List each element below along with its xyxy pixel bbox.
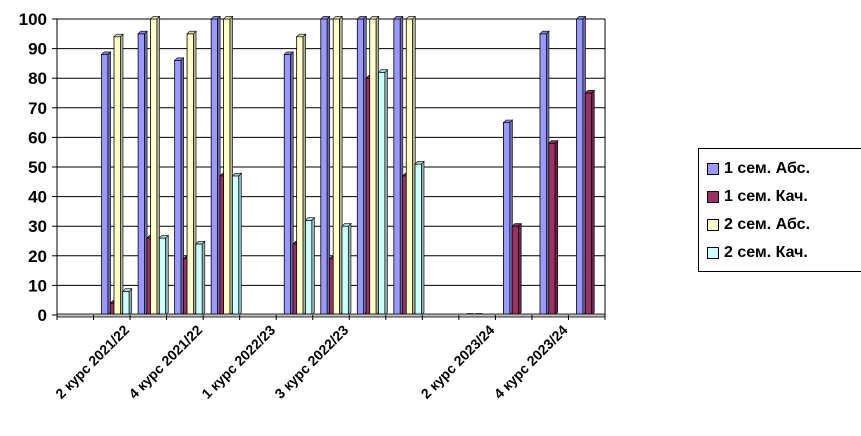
bar: [502, 119, 514, 316]
bar: [414, 160, 425, 316]
bar: [222, 15, 234, 316]
y-tick-label: 70: [28, 99, 47, 118]
x-axis-floor: [56, 313, 606, 318]
x-tick-label: 1 курс 2022/23: [198, 322, 278, 402]
legend: 1 сем. Абс. 1 сем. Кач. 2 сем. Абс. 2 сем. …: [698, 148, 861, 272]
bar: [369, 15, 380, 316]
y-tick-label: 20: [28, 247, 47, 266]
legend-item: 2 сем. Кач.: [707, 239, 861, 267]
legend-swatch: [707, 163, 719, 175]
legend-item: 1 сем. Абс.: [707, 155, 861, 183]
bar: [332, 15, 343, 316]
bar: [548, 139, 559, 316]
bar: [393, 15, 404, 316]
x-tick-label: 2 курс 2021/22: [52, 322, 132, 402]
x-tick-label: 4 курс 2021/22: [125, 322, 205, 402]
x-tick-label: 3 курс 2022/23: [271, 322, 351, 402]
legend-swatch: [707, 191, 719, 203]
bar: [113, 33, 124, 316]
bar: [186, 30, 197, 316]
bar: [158, 234, 170, 316]
bar: [231, 172, 243, 316]
y-tick-label: 40: [28, 188, 47, 207]
bar: [584, 89, 595, 316]
bar: [405, 15, 416, 316]
bar: [137, 30, 148, 316]
bar: [341, 222, 352, 316]
bar: [195, 240, 206, 316]
legend-label: 1 сем. Абс.: [724, 160, 811, 177]
bar: [320, 15, 331, 316]
bar: [511, 222, 522, 316]
y-tick-label: 10: [28, 276, 47, 295]
bar: [173, 57, 185, 316]
legend-label: 2 сем. Кач.: [724, 244, 808, 261]
bar: [539, 30, 550, 316]
legend-swatch: [707, 219, 719, 231]
legend-label: 2 сем. Абс.: [724, 216, 811, 233]
y-tick-label: 0: [38, 306, 47, 325]
y-axis: 0 10 20 30 40 50 60 70 80 90 100: [19, 10, 58, 325]
bar: [100, 51, 112, 316]
x-tick-label: 4 курс 2023/24: [491, 322, 571, 402]
legend-swatch: [707, 247, 719, 259]
y-tick-label: 60: [28, 128, 47, 147]
bar: [122, 287, 133, 316]
y-tick-label: 50: [28, 158, 47, 177]
bar: [283, 51, 294, 316]
y-tick-label: 80: [28, 69, 47, 88]
bar: [295, 33, 307, 316]
bar: [575, 15, 587, 316]
legend-item: 1 сем. Кач.: [707, 183, 861, 211]
legend-item: 2 сем. Абс.: [707, 211, 861, 239]
bar: [304, 216, 316, 316]
bars: [100, 15, 595, 316]
bar: [377, 68, 389, 316]
x-axis: 2 курс 2021/224 курс 2021/221 курс 2022/…: [52, 313, 606, 402]
y-tick-label: 100: [19, 10, 47, 29]
x-tick-label: 2 курс 2023/24: [418, 322, 498, 402]
bar: [356, 15, 368, 316]
legend-label: 1 сем. Кач.: [724, 188, 808, 205]
bar: [210, 15, 221, 316]
y-tick-label: 90: [28, 40, 47, 59]
y-tick-label: 30: [28, 217, 47, 236]
bar: [149, 15, 161, 316]
